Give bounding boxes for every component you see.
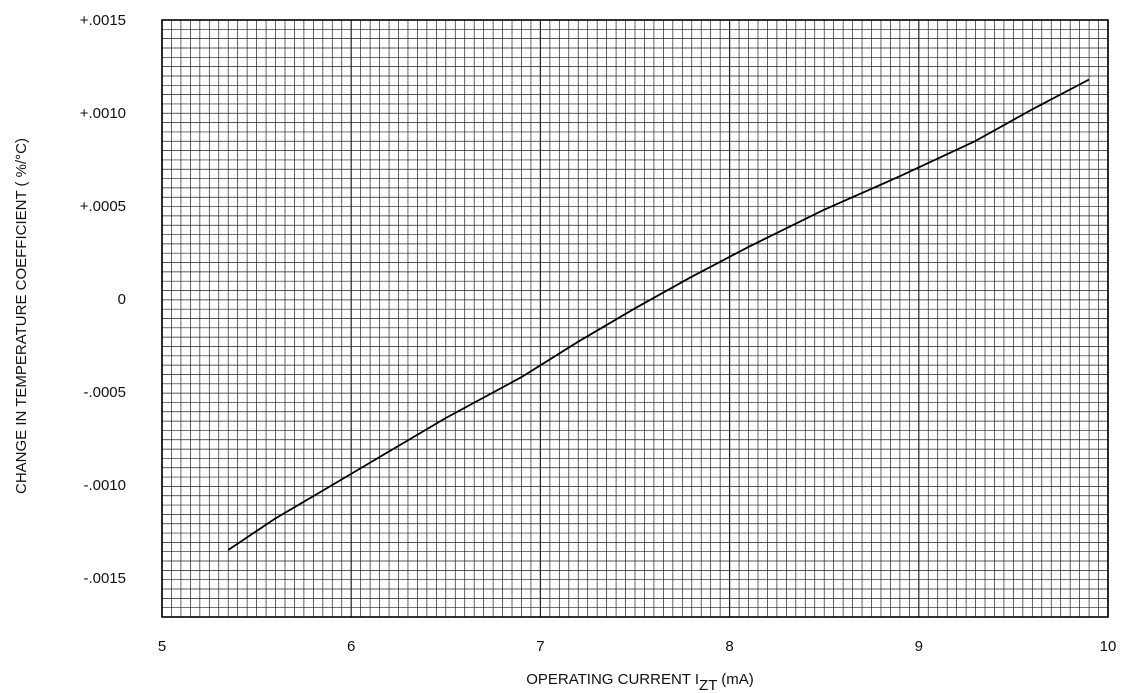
x-tick-label: 9 xyxy=(915,638,923,655)
y-tick-label: +.0005 xyxy=(80,198,126,215)
x-axis-label: OPERATING CURRENT IZT (mA) xyxy=(526,671,754,693)
series-line xyxy=(227,78,1090,551)
y-tick-labels: +.0015 +.0010 +.0005 0 -.0005 -.0010 -.0015 xyxy=(80,12,126,587)
x-tick-label: 6 xyxy=(347,638,355,655)
y-tick-label: -.0005 xyxy=(83,384,126,401)
y-tick-label: -.0010 xyxy=(83,477,126,494)
y-tick-label: -.0015 xyxy=(83,570,126,587)
series-layer xyxy=(227,78,1090,551)
x-tick-label: 5 xyxy=(158,638,166,655)
y-tick-label: +.0015 xyxy=(80,12,126,29)
x-axis-label-unit: (mA) xyxy=(717,671,754,688)
plot-frame xyxy=(161,19,1109,618)
x-tick-label: 10 xyxy=(1100,638,1117,655)
x-tick-labels: 5 6 7 8 9 10 xyxy=(158,638,1117,655)
x-axis-label-main: OPERATING CURRENT I xyxy=(526,671,699,688)
y-tick-label: 0 xyxy=(118,291,126,308)
grid xyxy=(161,19,1109,618)
x-axis-label-subscript: ZT xyxy=(699,677,717,693)
y-axis-label: CHANGE IN TEMPERATURE COEFFICIENT ( %/°C… xyxy=(13,138,30,494)
y-tick-label: +.0010 xyxy=(80,105,126,122)
x-tick-label: 8 xyxy=(725,638,733,655)
x-tick-label: 7 xyxy=(536,638,544,655)
